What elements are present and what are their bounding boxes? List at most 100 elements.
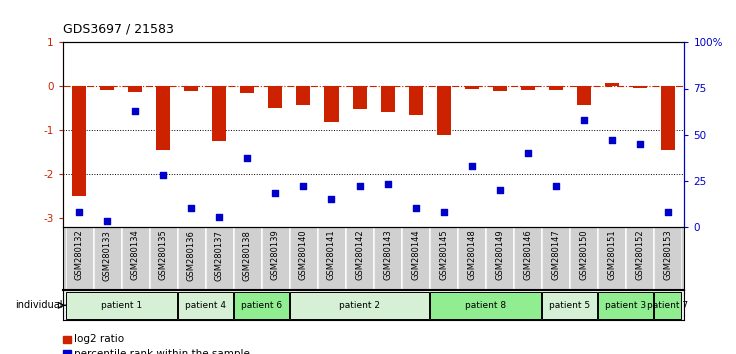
FancyBboxPatch shape	[402, 227, 429, 290]
Text: GSM280153: GSM280153	[663, 230, 672, 280]
Text: GSM280142: GSM280142	[355, 230, 364, 280]
Text: GSM280143: GSM280143	[383, 230, 392, 280]
Point	[158, 172, 169, 178]
Text: GSM280147: GSM280147	[551, 230, 560, 280]
Bar	[72, 86, 86, 196]
FancyBboxPatch shape	[458, 227, 485, 290]
FancyBboxPatch shape	[234, 292, 289, 319]
FancyBboxPatch shape	[430, 227, 457, 290]
Point	[494, 187, 506, 193]
Text: individual: individual	[15, 300, 63, 310]
FancyBboxPatch shape	[122, 227, 149, 290]
Text: GSM280141: GSM280141	[327, 230, 336, 280]
Text: GSM280136: GSM280136	[187, 230, 196, 281]
FancyBboxPatch shape	[598, 292, 653, 319]
Point	[550, 183, 562, 189]
Point	[466, 163, 478, 169]
Text: patient 7: patient 7	[647, 301, 688, 310]
Point	[522, 150, 534, 156]
Text: patient 1: patient 1	[101, 301, 142, 310]
Text: percentile rank within the sample: percentile rank within the sample	[74, 349, 250, 354]
Bar	[520, 86, 534, 90]
Bar	[213, 86, 227, 141]
FancyBboxPatch shape	[514, 227, 541, 290]
FancyBboxPatch shape	[542, 227, 569, 290]
FancyBboxPatch shape	[598, 227, 625, 290]
FancyBboxPatch shape	[206, 227, 233, 290]
FancyBboxPatch shape	[66, 292, 177, 319]
Text: GSM280137: GSM280137	[215, 230, 224, 281]
Bar	[185, 86, 199, 91]
Point	[325, 196, 337, 202]
FancyBboxPatch shape	[318, 227, 345, 290]
FancyBboxPatch shape	[542, 292, 597, 319]
FancyBboxPatch shape	[262, 227, 289, 290]
Bar	[128, 86, 142, 92]
Point	[410, 205, 422, 211]
Bar	[353, 86, 367, 109]
FancyBboxPatch shape	[178, 292, 233, 319]
Bar	[492, 86, 506, 91]
Text: GSM280145: GSM280145	[439, 230, 448, 280]
FancyBboxPatch shape	[570, 227, 597, 290]
FancyBboxPatch shape	[234, 227, 261, 290]
Point	[185, 205, 197, 211]
Text: log2 ratio: log2 ratio	[74, 335, 124, 344]
Bar	[436, 86, 450, 135]
Bar	[297, 86, 311, 105]
Bar	[548, 86, 562, 90]
Text: GSM280138: GSM280138	[243, 230, 252, 281]
Bar	[100, 86, 114, 90]
FancyBboxPatch shape	[626, 227, 653, 290]
FancyBboxPatch shape	[150, 227, 177, 290]
FancyBboxPatch shape	[290, 227, 317, 290]
Text: GSM280134: GSM280134	[131, 230, 140, 280]
Point	[269, 190, 281, 196]
Text: GSM280133: GSM280133	[103, 230, 112, 281]
Point	[662, 209, 673, 215]
Text: GSM280151: GSM280151	[607, 230, 616, 280]
Text: GDS3697 / 21583: GDS3697 / 21583	[63, 22, 174, 35]
Text: patient 8: patient 8	[465, 301, 506, 310]
Bar	[408, 86, 422, 115]
Text: GSM280144: GSM280144	[411, 230, 420, 280]
Bar	[325, 86, 339, 122]
Text: GSM280135: GSM280135	[159, 230, 168, 280]
Point	[634, 141, 645, 147]
Point	[102, 218, 113, 224]
Bar	[605, 83, 619, 86]
Bar	[269, 86, 283, 108]
Point	[382, 181, 394, 187]
Point	[353, 183, 365, 189]
Text: patient 4: patient 4	[185, 301, 226, 310]
FancyBboxPatch shape	[486, 227, 513, 290]
Text: GSM280140: GSM280140	[299, 230, 308, 280]
FancyBboxPatch shape	[178, 227, 205, 290]
FancyBboxPatch shape	[66, 227, 93, 290]
Text: GSM280146: GSM280146	[523, 230, 532, 280]
Point	[438, 209, 450, 215]
Text: GSM280150: GSM280150	[579, 230, 588, 280]
FancyBboxPatch shape	[290, 292, 429, 319]
FancyBboxPatch shape	[654, 292, 681, 319]
Point	[606, 137, 618, 143]
FancyBboxPatch shape	[94, 227, 121, 290]
Text: GSM280152: GSM280152	[635, 230, 644, 280]
Text: GSM280132: GSM280132	[75, 230, 84, 280]
Text: patient 5: patient 5	[549, 301, 590, 310]
Point	[130, 108, 141, 113]
Text: patient 2: patient 2	[339, 301, 380, 310]
Text: GSM280139: GSM280139	[271, 230, 280, 280]
Bar	[381, 86, 394, 112]
Bar	[157, 86, 171, 150]
FancyBboxPatch shape	[430, 292, 541, 319]
Point	[578, 117, 590, 122]
FancyBboxPatch shape	[374, 227, 401, 290]
Text: GSM280148: GSM280148	[467, 230, 476, 280]
Point	[74, 209, 85, 215]
Point	[241, 156, 253, 161]
FancyBboxPatch shape	[654, 227, 681, 290]
Bar	[661, 86, 675, 150]
Point	[213, 215, 225, 220]
Point	[297, 183, 309, 189]
